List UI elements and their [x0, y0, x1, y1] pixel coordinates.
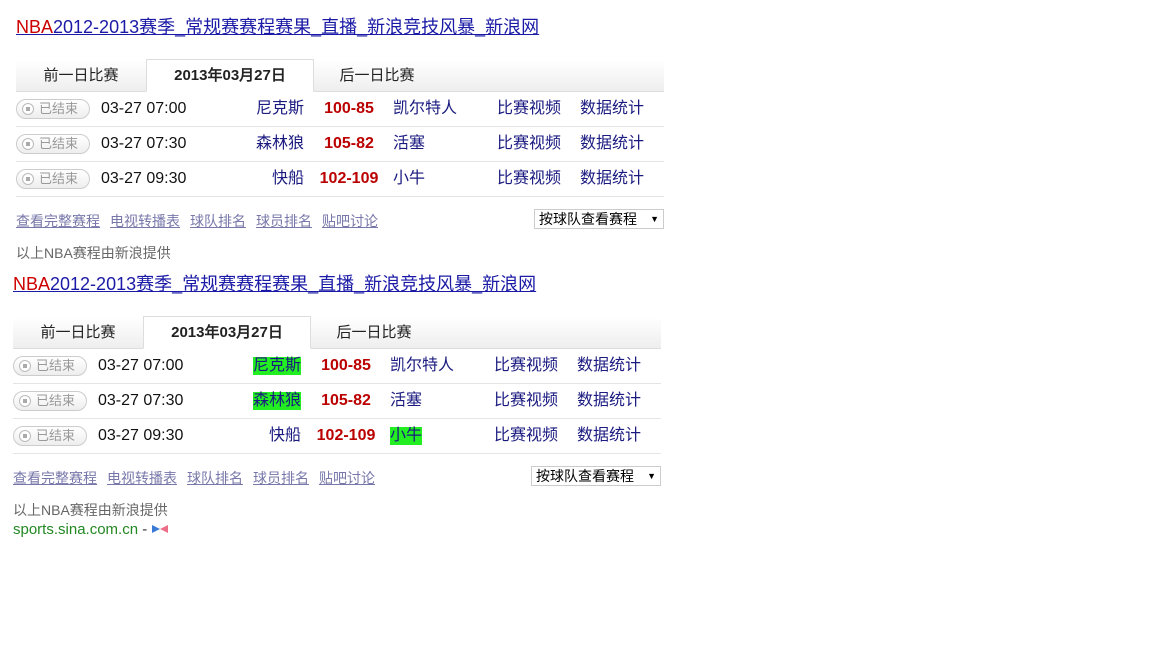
status-text: 已结束: [39, 101, 79, 116]
bottom-link[interactable]: 电视转播表: [107, 470, 177, 486]
game-row: 已结束 03-27 07:30 森林狼 105-82 活塞 比赛视频 数据统计: [16, 127, 664, 162]
site-link[interactable]: sports.sina.com.cn: [13, 521, 139, 538]
video-link[interactable]: 比赛视频: [494, 357, 559, 374]
title-nba: NBA: [16, 17, 54, 37]
tab-current-date[interactable]: 2013年03月27日: [143, 316, 311, 349]
game-row: 已结束 03-27 07:00 尼克斯 100-85 凯尔特人 比赛视频 数据统计: [13, 349, 661, 384]
tab-next-day[interactable]: 后一日比赛: [339, 67, 415, 84]
game-time: 03-27 07:00: [101, 100, 187, 117]
home-team-link[interactable]: 尼克斯: [252, 357, 301, 375]
bottom-link[interactable]: 球员排名: [256, 213, 312, 229]
score-text: 105-82: [324, 135, 374, 152]
tab-prev-day[interactable]: 前一日比赛: [43, 67, 119, 84]
tab-next-day[interactable]: 后一日比赛: [336, 324, 412, 341]
stats-link[interactable]: 数据统计: [577, 427, 642, 444]
score-text: 100-85: [324, 100, 374, 117]
bottom-link[interactable]: 查看完整赛程: [16, 213, 100, 229]
video-link[interactable]: 比赛视频: [494, 427, 559, 444]
status-text: 已结束: [39, 136, 79, 151]
video-link[interactable]: 比赛视频: [497, 170, 562, 187]
footer: sports.sina.com.cn -: [13, 520, 169, 540]
select-value: 按球队查看赛程: [539, 211, 637, 227]
away-team-link[interactable]: 凯尔特人: [393, 100, 458, 117]
date-tabs: 前一日比赛 2013年03月27日 后一日比赛: [13, 316, 661, 349]
stats-link[interactable]: 数据统计: [580, 100, 645, 117]
video-link[interactable]: 比赛视频: [497, 135, 562, 152]
score-text: 100-85: [321, 357, 371, 374]
stats-link[interactable]: 数据统计: [580, 170, 645, 187]
team-schedule-select[interactable]: 按球队查看赛程 ▼: [531, 466, 661, 486]
home-team-link[interactable]: 快船: [271, 170, 304, 187]
game-time: 03-27 07:30: [98, 392, 184, 409]
game-row: 已结束 03-27 09:30 快船 102-109 小牛 比赛视频 数据统计: [16, 162, 664, 197]
page-title-link[interactable]: NBA2012-2013赛季_常规赛赛程赛果_直播_新浪竞技风暴_新浪网: [13, 273, 536, 295]
chevron-down-icon: ▼: [647, 471, 656, 481]
stop-icon: [22, 138, 34, 150]
bottom-links: 查看完整赛程 电视转播表 球队排名 球员排名 贴吧讨论: [13, 469, 385, 487]
status-text: 已结束: [36, 393, 76, 408]
video-link[interactable]: 比赛视频: [494, 392, 559, 409]
status-text: 已结束: [36, 428, 76, 443]
game-time: 03-27 07:30: [101, 135, 187, 152]
title-text: 2012-2013赛季_常规赛赛程赛果_直播_新浪竞技风暴_新浪网: [50, 274, 537, 294]
status-badge: 已结束: [13, 356, 87, 376]
video-link[interactable]: 比赛视频: [497, 100, 562, 117]
stop-icon: [22, 173, 34, 185]
bottom-link[interactable]: 球队排名: [187, 470, 243, 486]
bottom-links: 查看完整赛程 电视转播表 球队排名 球员排名 贴吧讨论: [16, 212, 388, 230]
status-text: 已结束: [39, 171, 79, 186]
select-value: 按球队查看赛程: [536, 468, 634, 484]
bottom-link[interactable]: 贴吧讨论: [319, 470, 375, 486]
tab-prev-day[interactable]: 前一日比赛: [40, 324, 116, 341]
separator: -: [142, 521, 148, 538]
game-row: 已结束 03-27 07:30 森林狼 105-82 活塞 比赛视频 数据统计: [13, 384, 661, 419]
title-text: 2012-2013赛季_常规赛赛程赛果_直播_新浪竞技风暴_新浪网: [53, 17, 540, 37]
date-tabs: 前一日比赛 2013年03月27日 后一日比赛: [16, 59, 664, 92]
stop-icon: [19, 360, 31, 372]
game-row: 已结束 03-27 07:00 尼克斯 100-85 凯尔特人 比赛视频 数据统计: [16, 92, 664, 127]
bottom-link[interactable]: 电视转播表: [110, 213, 180, 229]
bottom-link[interactable]: 查看完整赛程: [13, 470, 97, 486]
team-schedule-select[interactable]: 按球队查看赛程 ▼: [534, 209, 664, 229]
bottom-link[interactable]: 贴吧讨论: [322, 213, 378, 229]
away-team-link[interactable]: 活塞: [390, 392, 423, 409]
stop-icon: [22, 103, 34, 115]
score-text: 105-82: [321, 392, 371, 409]
status-badge: 已结束: [16, 99, 90, 119]
score-text: 102-109: [319, 170, 379, 187]
stats-link[interactable]: 数据统计: [580, 135, 645, 152]
away-team-link[interactable]: 小牛: [393, 170, 426, 187]
game-time: 03-27 07:00: [98, 357, 184, 374]
status-badge: 已结束: [16, 169, 90, 189]
home-team-link[interactable]: 森林狼: [255, 135, 304, 152]
credit-text: 以上NBA赛程由新浪提供: [13, 502, 168, 518]
home-team-link[interactable]: 快船: [268, 427, 301, 444]
page-title-link[interactable]: NBA2012-2013赛季_常规赛赛程赛果_直播_新浪竞技风暴_新浪网: [16, 16, 539, 38]
game-row: 已结束 03-27 09:30 快船 102-109 小牛 比赛视频 数据统计: [13, 419, 661, 454]
credit-text: 以上NBA赛程由新浪提供: [16, 245, 171, 261]
sina-logo-icon: [152, 525, 169, 533]
home-team-link[interactable]: 森林狼: [252, 392, 301, 410]
status-badge: 已结束: [13, 391, 87, 411]
bottom-link[interactable]: 球队排名: [190, 213, 246, 229]
home-team-link[interactable]: 尼克斯: [255, 100, 304, 117]
score-text: 102-109: [316, 427, 376, 444]
stats-link[interactable]: 数据统计: [577, 357, 642, 374]
tab-current-date[interactable]: 2013年03月27日: [146, 59, 314, 92]
status-text: 已结束: [36, 358, 76, 373]
status-badge: 已结束: [16, 134, 90, 154]
game-time: 03-27 09:30: [98, 427, 184, 444]
title-nba: NBA: [13, 274, 51, 294]
away-team-link[interactable]: 活塞: [393, 135, 426, 152]
chevron-down-icon: ▼: [650, 214, 659, 224]
game-time: 03-27 09:30: [101, 170, 187, 187]
stop-icon: [19, 430, 31, 442]
status-badge: 已结束: [13, 426, 87, 446]
away-team-link[interactable]: 小牛: [390, 427, 423, 445]
stats-link[interactable]: 数据统计: [577, 392, 642, 409]
stop-icon: [19, 395, 31, 407]
away-team-link[interactable]: 凯尔特人: [390, 357, 455, 374]
bottom-link[interactable]: 球员排名: [253, 470, 309, 486]
